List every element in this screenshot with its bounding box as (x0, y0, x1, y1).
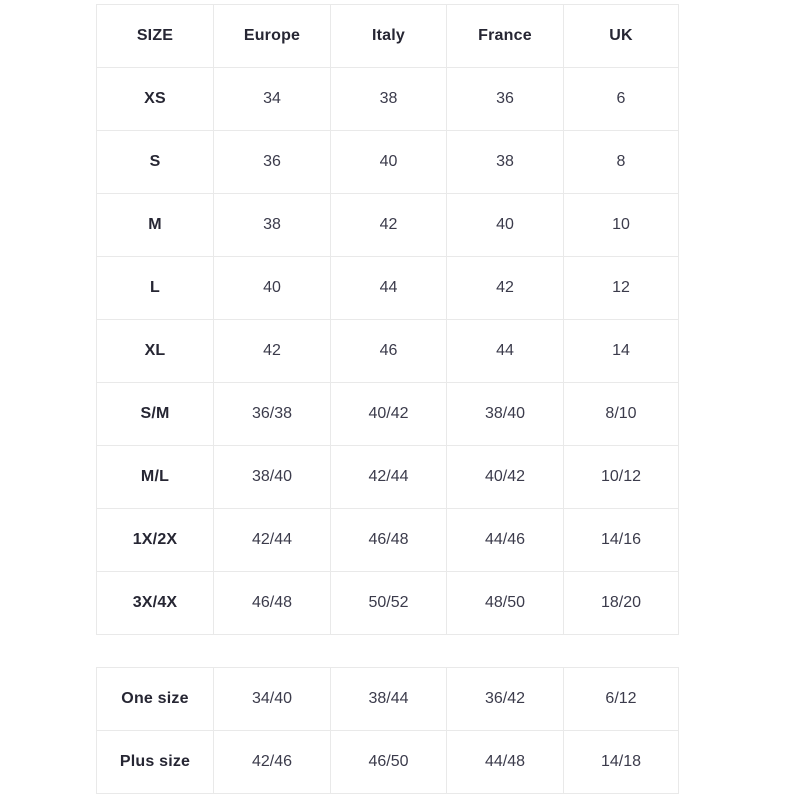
cell-uk: 12 (563, 256, 679, 320)
cell-italy: 50/52 (330, 571, 447, 635)
cell-europe: 42/44 (213, 508, 331, 572)
row-label: XL (96, 319, 214, 383)
cell-italy: 46/50 (330, 730, 447, 794)
cell-france: 38/40 (446, 382, 564, 446)
cell-france: 44/46 (446, 508, 564, 572)
table-row: M 38 42 40 10 (96, 193, 679, 257)
column-header-uk: UK (563, 4, 679, 68)
cell-italy: 38/44 (330, 667, 447, 731)
cell-france: 40 (446, 193, 564, 257)
cell-italy: 46 (330, 319, 447, 383)
column-header-france: France (446, 4, 564, 68)
column-header-italy: Italy (330, 4, 447, 68)
row-label: M (96, 193, 214, 257)
cell-france: 44/48 (446, 730, 564, 794)
row-label: XS (96, 67, 214, 131)
table-header-row: SIZE Europe Italy France UK (96, 4, 679, 68)
table-row: One size 34/40 38/44 36/42 6/12 (96, 667, 679, 731)
cell-uk: 14/16 (563, 508, 679, 572)
cell-europe: 34 (213, 67, 331, 131)
table-row: XS 34 38 36 6 (96, 67, 679, 131)
cell-uk: 8 (563, 130, 679, 194)
cell-uk: 8/10 (563, 382, 679, 446)
cell-italy: 38 (330, 67, 447, 131)
cell-uk: 6/12 (563, 667, 679, 731)
row-label: 3X/4X (96, 571, 214, 635)
table-row: L 40 44 42 12 (96, 256, 679, 320)
cell-france: 36/42 (446, 667, 564, 731)
row-label: One size (96, 667, 214, 731)
cell-italy: 40 (330, 130, 447, 194)
cell-france: 38 (446, 130, 564, 194)
table-row: XL 42 46 44 14 (96, 319, 679, 383)
cell-europe: 42/46 (213, 730, 331, 794)
cell-italy: 40/42 (330, 382, 447, 446)
cell-europe: 38/40 (213, 445, 331, 509)
one-size-plus-size-table: One size 34/40 38/44 36/42 6/12 Plus siz… (96, 667, 679, 794)
cell-europe: 34/40 (213, 667, 331, 731)
cell-france: 44 (446, 319, 564, 383)
cell-italy: 42 (330, 193, 447, 257)
table-body: XS 34 38 36 6 S 36 40 38 8 M 38 42 40 10 (96, 67, 679, 635)
table-row: 3X/4X 46/48 50/52 48/50 18/20 (96, 571, 679, 635)
cell-italy: 44 (330, 256, 447, 320)
row-label: L (96, 256, 214, 320)
international-size-conversion-table: SIZE Europe Italy France UK XS 34 38 36 … (96, 4, 679, 635)
cell-europe: 38 (213, 193, 331, 257)
cell-france: 48/50 (446, 571, 564, 635)
row-label: Plus size (96, 730, 214, 794)
cell-europe: 42 (213, 319, 331, 383)
table-row: M/L 38/40 42/44 40/42 10/12 (96, 445, 679, 509)
table-row: S 36 40 38 8 (96, 130, 679, 194)
row-label: M/L (96, 445, 214, 509)
cell-europe: 46/48 (213, 571, 331, 635)
cell-europe: 36/38 (213, 382, 331, 446)
row-label: 1X/2X (96, 508, 214, 572)
cell-italy: 42/44 (330, 445, 447, 509)
table-body: One size 34/40 38/44 36/42 6/12 Plus siz… (96, 667, 679, 794)
table-header: SIZE Europe Italy France UK (96, 4, 679, 68)
cell-europe: 36 (213, 130, 331, 194)
cell-uk: 14/18 (563, 730, 679, 794)
cell-france: 40/42 (446, 445, 564, 509)
table-row: 1X/2X 42/44 46/48 44/46 14/16 (96, 508, 679, 572)
column-header-europe: Europe (213, 4, 331, 68)
row-label: S/M (96, 382, 214, 446)
cell-uk: 14 (563, 319, 679, 383)
column-header-size: SIZE (96, 4, 214, 68)
cell-uk: 10/12 (563, 445, 679, 509)
cell-europe: 40 (213, 256, 331, 320)
table-row: S/M 36/38 40/42 38/40 8/10 (96, 382, 679, 446)
cell-france: 42 (446, 256, 564, 320)
cell-uk: 10 (563, 193, 679, 257)
cell-france: 36 (446, 67, 564, 131)
table-row: Plus size 42/46 46/50 44/48 14/18 (96, 730, 679, 794)
cell-italy: 46/48 (330, 508, 447, 572)
cell-uk: 6 (563, 67, 679, 131)
cell-uk: 18/20 (563, 571, 679, 635)
row-label: S (96, 130, 214, 194)
